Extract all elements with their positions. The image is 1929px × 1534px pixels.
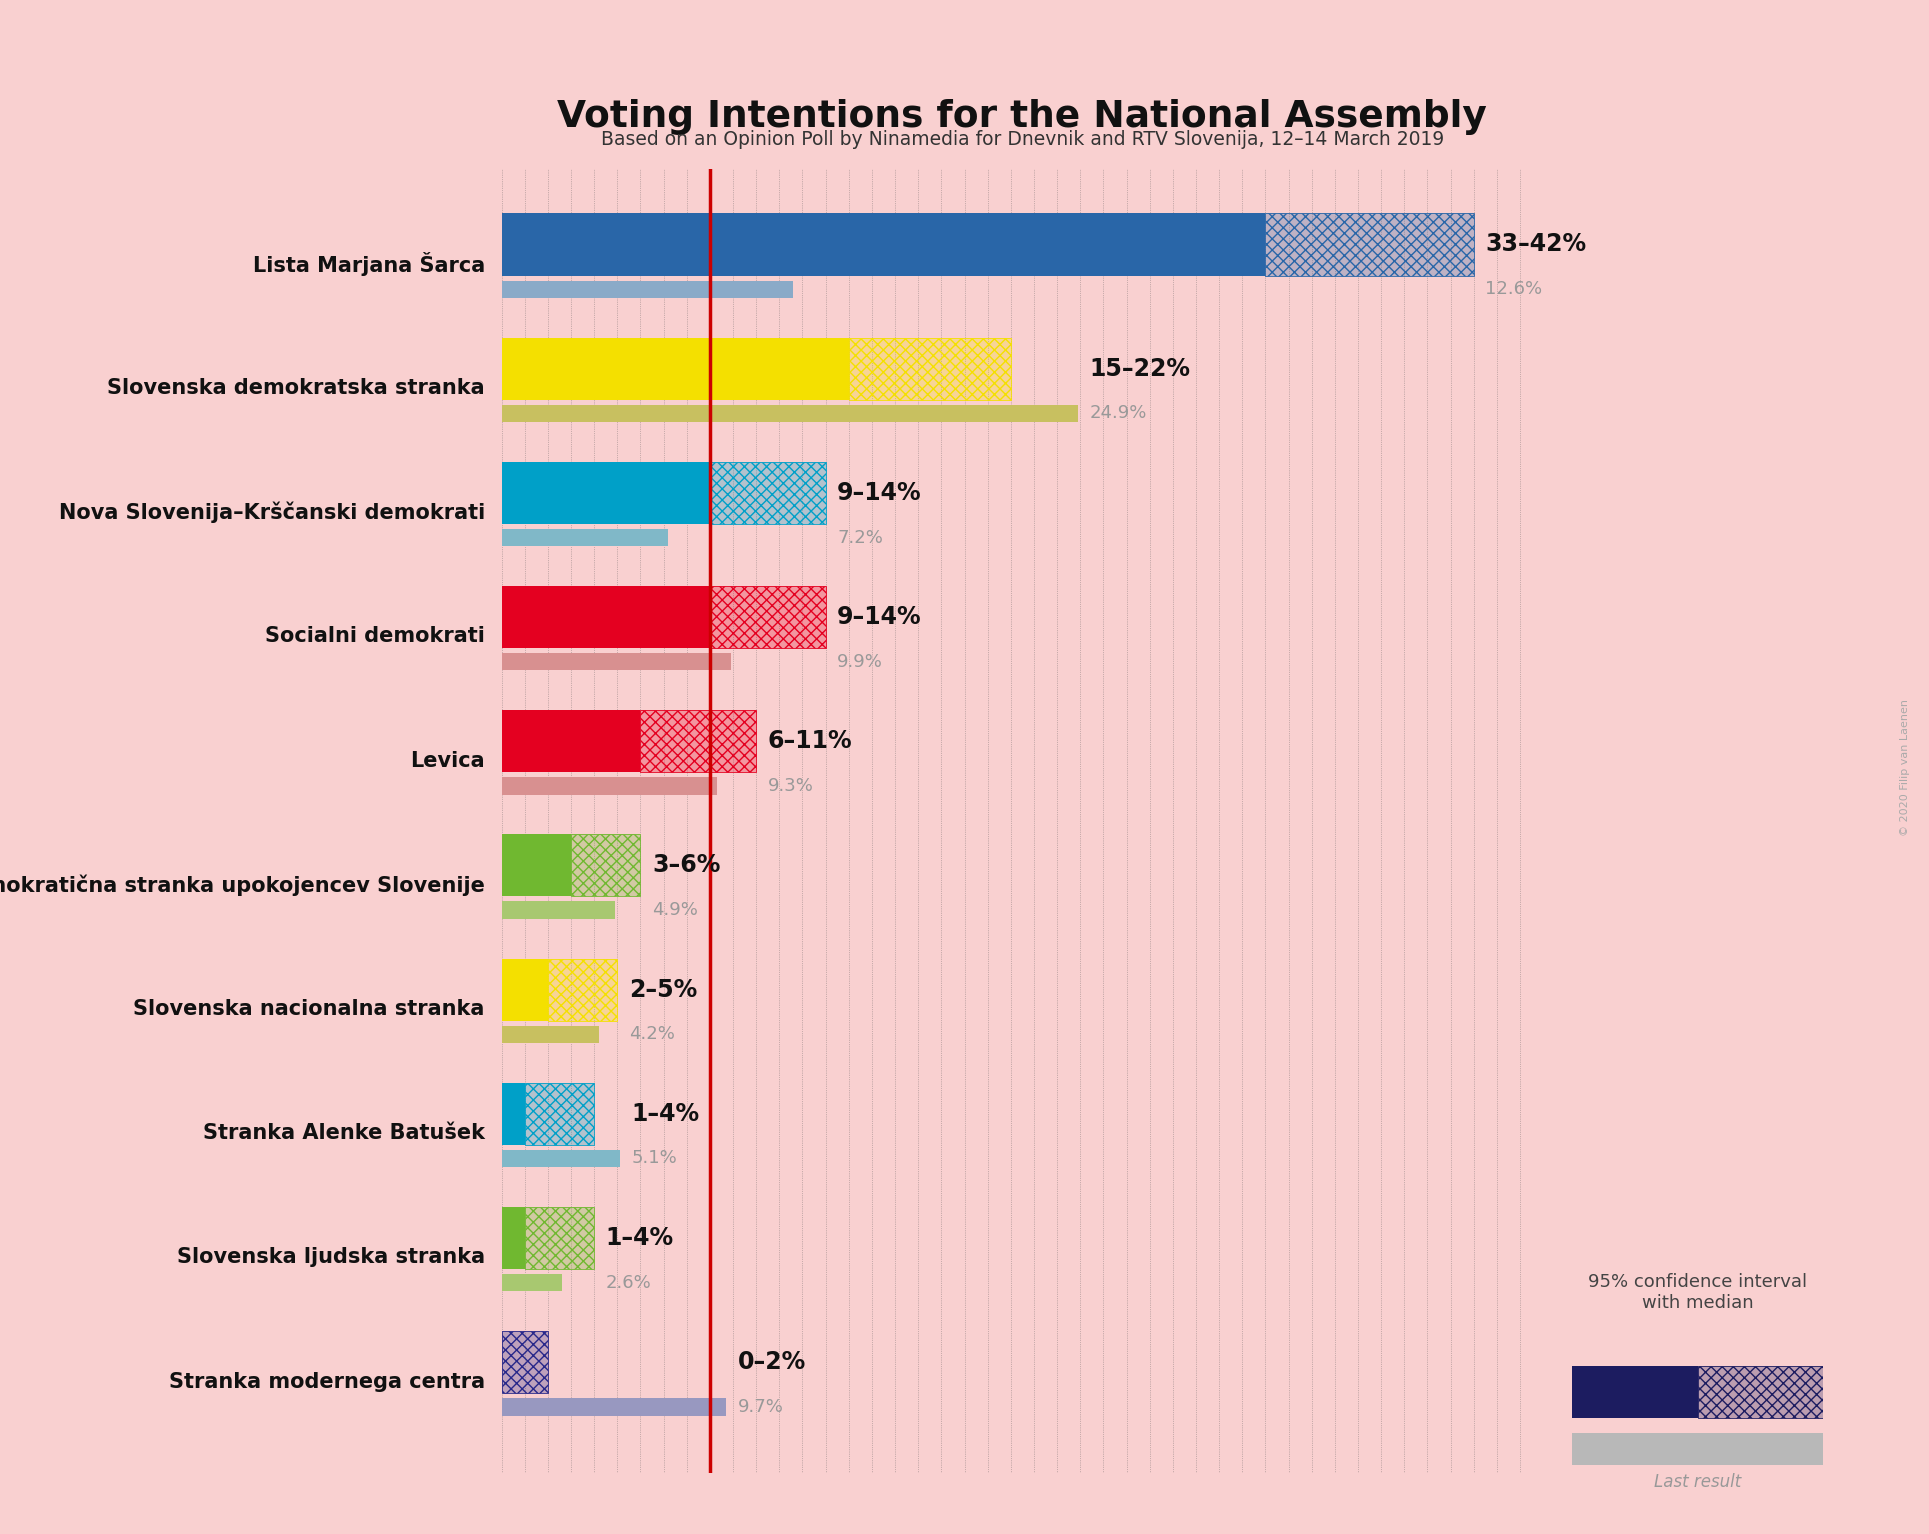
Bar	[525, 1207, 594, 1269]
Text: 2.6%: 2.6%	[606, 1273, 652, 1292]
Bar	[1572, 1367, 1698, 1417]
Text: 5.1%: 5.1%	[631, 1149, 677, 1167]
Title: Voting Intentions for the National Assembly: Voting Intentions for the National Assem…	[557, 100, 1487, 135]
Bar	[502, 778, 718, 795]
Bar	[1265, 213, 1474, 276]
Bar	[849, 337, 1011, 400]
Bar	[710, 586, 826, 647]
Bar	[502, 834, 571, 896]
Text: 1–4%: 1–4%	[606, 1226, 673, 1250]
Bar	[1572, 1433, 1823, 1465]
Bar	[502, 710, 640, 772]
Text: 1–4%: 1–4%	[631, 1101, 700, 1126]
Bar	[502, 337, 849, 400]
Bar	[1698, 1367, 1823, 1417]
Bar	[502, 1273, 561, 1292]
Bar	[502, 462, 710, 525]
Text: 9.9%: 9.9%	[837, 653, 883, 670]
Bar	[548, 959, 617, 1020]
Text: 12.6%: 12.6%	[1485, 281, 1543, 298]
Bar	[502, 653, 731, 670]
Bar	[640, 710, 756, 772]
Bar	[502, 1207, 525, 1269]
Bar	[502, 1083, 525, 1144]
Text: 9–14%: 9–14%	[837, 480, 922, 505]
Bar	[710, 462, 826, 525]
Bar	[1698, 1367, 1823, 1417]
Text: 4.9%: 4.9%	[652, 900, 698, 919]
Text: 33–42%: 33–42%	[1485, 233, 1586, 256]
Text: 6–11%: 6–11%	[768, 729, 853, 753]
Text: 24.9%: 24.9%	[1090, 405, 1148, 422]
Bar	[502, 1332, 548, 1393]
Bar	[525, 1083, 594, 1144]
Bar	[525, 1207, 594, 1269]
Text: © 2020 Filip van Laenen: © 2020 Filip van Laenen	[1900, 698, 1910, 836]
Bar	[525, 1083, 594, 1144]
Bar	[710, 462, 826, 525]
Text: 7.2%: 7.2%	[837, 529, 883, 546]
Bar	[502, 281, 793, 298]
Text: 0–2%: 0–2%	[737, 1350, 806, 1374]
Bar	[502, 1332, 548, 1393]
Text: 9.3%: 9.3%	[768, 776, 814, 795]
Text: 3–6%: 3–6%	[652, 853, 720, 877]
Bar	[502, 529, 667, 546]
Bar	[571, 834, 640, 896]
Text: 9–14%: 9–14%	[837, 604, 922, 629]
Bar	[502, 1026, 598, 1043]
Bar	[502, 1397, 725, 1416]
Bar	[502, 902, 615, 919]
Bar	[1265, 213, 1474, 276]
Bar	[502, 405, 1078, 422]
Text: 95% confidence interval
with median: 95% confidence interval with median	[1588, 1273, 1807, 1312]
Bar	[571, 834, 640, 896]
Text: 9.7%: 9.7%	[737, 1397, 783, 1416]
Text: 15–22%: 15–22%	[1090, 357, 1190, 380]
Text: Based on an Opinion Poll by Ninamedia for Dnevnik and RTV Slovenija, 12–14 March: Based on an Opinion Poll by Ninamedia fo…	[600, 130, 1445, 149]
Bar	[548, 959, 617, 1020]
Text: 2–5%: 2–5%	[629, 977, 696, 1002]
Bar	[502, 1150, 619, 1167]
Bar	[502, 213, 1265, 276]
Bar	[502, 959, 548, 1020]
Bar	[640, 710, 756, 772]
Bar	[849, 337, 1011, 400]
Bar	[502, 586, 710, 647]
Text: Last result: Last result	[1653, 1473, 1742, 1491]
Text: 4.2%: 4.2%	[629, 1025, 675, 1043]
Bar	[710, 586, 826, 647]
